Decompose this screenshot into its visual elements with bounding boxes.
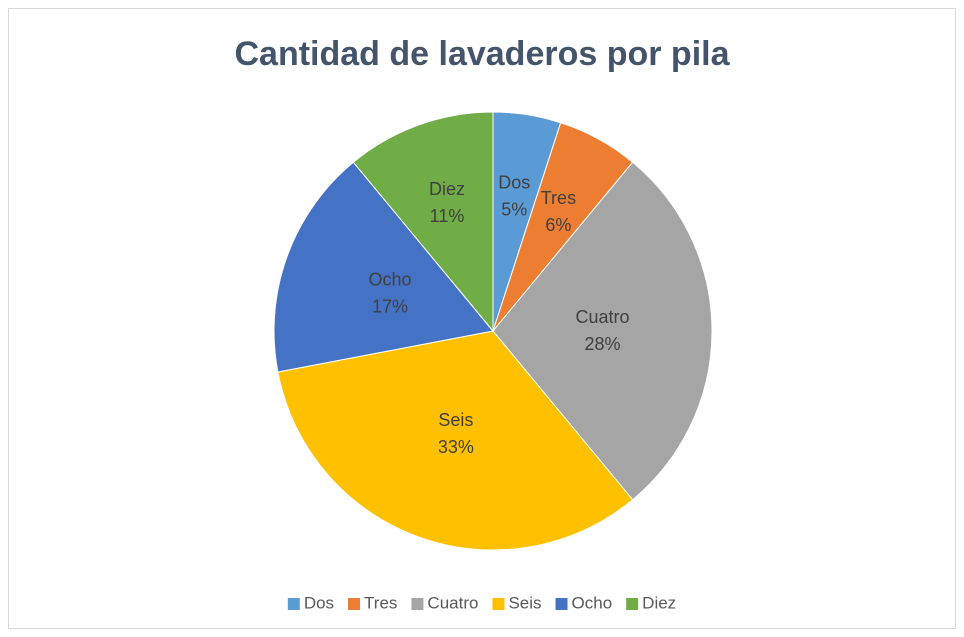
legend-label: Seis xyxy=(508,593,541,612)
slice-value-label: 6% xyxy=(545,215,571,235)
legend-swatch xyxy=(287,598,300,610)
legend-label: Diez xyxy=(642,593,676,612)
legend-label: Dos xyxy=(304,593,334,612)
legend-swatch xyxy=(626,598,639,610)
legend-swatch xyxy=(555,598,568,610)
slice-value-label: 5% xyxy=(501,200,527,220)
pie-slice xyxy=(273,161,494,373)
legend: Dos Tres Cuatro Seis Ocho Diez xyxy=(287,593,676,612)
slice-category-label: Tres xyxy=(541,188,576,208)
slice-category-label: Dos xyxy=(498,173,530,193)
legend-swatch xyxy=(411,598,424,610)
pie-slice xyxy=(492,161,713,501)
chart-title: Cantidad de lavaderos por pila xyxy=(234,35,730,73)
legend-label: Cuatro xyxy=(427,593,478,612)
legend-label: Tres xyxy=(364,593,397,612)
slice-value-label: 33% xyxy=(438,437,474,457)
slice-value-label: 28% xyxy=(584,334,620,354)
slice-value-label: 17% xyxy=(372,297,408,317)
slice-category-label: Cuatro xyxy=(575,307,629,327)
legend-swatch xyxy=(492,598,505,610)
pie-slice xyxy=(352,111,494,333)
slice-category-label: Ocho xyxy=(368,270,411,290)
slice-category-label: Diez xyxy=(429,179,465,199)
slice-category-label: Seis xyxy=(438,410,473,430)
legend-label: Ocho xyxy=(572,593,613,612)
pie-slice xyxy=(277,330,634,551)
slice-value-label: 11% xyxy=(430,206,465,226)
legend-swatch xyxy=(348,598,361,610)
